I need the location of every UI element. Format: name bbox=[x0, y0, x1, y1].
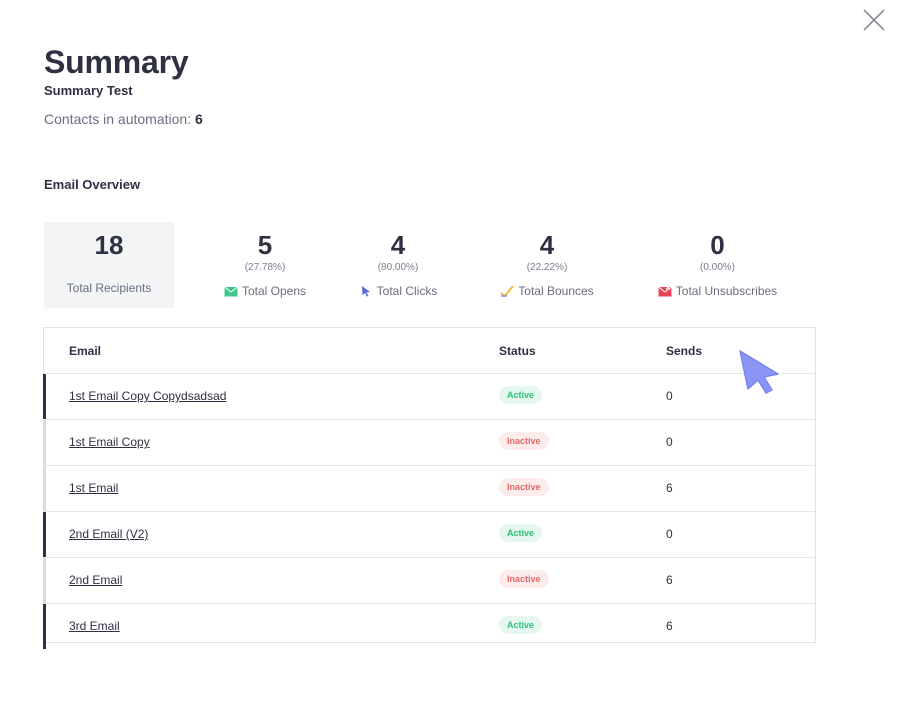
status-badge: Active bbox=[499, 616, 543, 634]
stat-label: Total Unsubscribes bbox=[675, 284, 778, 298]
stat-value: 4 bbox=[390, 230, 406, 260]
sends-count: 0 bbox=[666, 435, 673, 449]
close-icon bbox=[863, 9, 885, 31]
status-badge: Inactive bbox=[499, 478, 549, 496]
close-button[interactable] bbox=[858, 4, 890, 36]
table-row: 2nd Email (V2) Active 0 bbox=[43, 512, 815, 558]
row-status-accent bbox=[43, 604, 46, 649]
unsubscribe-icon bbox=[657, 285, 672, 297]
sends-count: 0 bbox=[666, 527, 673, 541]
row-status-accent bbox=[43, 420, 46, 465]
sends-count: 0 bbox=[666, 389, 673, 403]
sends-count: 6 bbox=[666, 619, 673, 633]
stat-label: Total Opens bbox=[241, 284, 307, 298]
email-name-link[interactable]: 1st Email bbox=[69, 481, 119, 495]
stat-label-row: Total Opens bbox=[190, 284, 340, 298]
email-name-link[interactable]: 2nd Email (V2) bbox=[69, 527, 149, 541]
table-row: 1st Email Copy Copydsadsad Active 0 bbox=[43, 374, 815, 420]
sends-count: 6 bbox=[666, 573, 673, 587]
email-name-link[interactable]: 1st Email Copy Copydsadsad bbox=[69, 389, 227, 403]
column-header-email: Email bbox=[69, 344, 102, 358]
email-name-link[interactable]: 3rd Email bbox=[69, 619, 120, 633]
stat-total-bounces: 4 (22.22%) Total Bounces bbox=[472, 222, 622, 308]
stat-label: Total Bounces bbox=[518, 284, 594, 298]
status-badge: Inactive bbox=[499, 432, 549, 450]
automation-name: Summary Test bbox=[44, 83, 133, 98]
row-status-accent bbox=[43, 466, 46, 511]
stat-label-row: Total Unsubscribes bbox=[640, 284, 795, 298]
contacts-count: 6 bbox=[194, 111, 203, 127]
stat-label-row: Total Bounces bbox=[472, 284, 622, 298]
row-status-accent bbox=[43, 558, 46, 603]
table-row: 1st Email Inactive 6 bbox=[43, 466, 815, 512]
bounce-icon bbox=[500, 285, 515, 297]
stat-total-clicks: 4 (80.00%) Total Clicks bbox=[323, 222, 473, 308]
stat-value: 18 bbox=[94, 230, 124, 260]
stat-percent: (22.22%) bbox=[526, 262, 568, 273]
table-row: 1st Email Copy Inactive 0 bbox=[43, 420, 815, 466]
email-overview-title: Email Overview bbox=[44, 177, 141, 192]
stat-percent: (27.78%) bbox=[244, 262, 286, 273]
stat-total-opens: 5 (27.78%) Total Opens bbox=[190, 222, 340, 308]
emails-table: Email Status Sends 1st Email Copy Copyds… bbox=[43, 327, 816, 649]
column-header-sends: Sends bbox=[666, 344, 703, 358]
email-name-link[interactable]: 1st Email Copy bbox=[69, 435, 150, 449]
mouse-cursor-icon bbox=[739, 350, 779, 394]
table-row: 2nd Email Inactive 6 bbox=[43, 558, 815, 604]
sends-count: 6 bbox=[666, 481, 673, 495]
stat-total-recipients: 18 Total Recipients bbox=[44, 222, 174, 308]
status-badge: Inactive bbox=[499, 570, 549, 588]
stat-percent: (0.00%) bbox=[699, 262, 735, 273]
contacts-label: Contacts in automation: bbox=[44, 111, 192, 127]
contacts-in-automation: Contacts in automation: 6 bbox=[44, 111, 203, 127]
stat-total-unsubscribes: 0 (0.00%) Total Unsubscribes bbox=[640, 222, 795, 308]
stat-label: Total Clicks bbox=[376, 284, 438, 298]
stat-value: 0 bbox=[710, 230, 725, 260]
pointer-icon bbox=[361, 286, 370, 297]
row-status-accent bbox=[43, 374, 46, 419]
stat-percent: (80.00%) bbox=[377, 262, 419, 273]
envelope-open-icon bbox=[224, 286, 238, 297]
column-header-status: Status bbox=[499, 344, 536, 358]
status-badge: Active bbox=[499, 524, 543, 542]
stat-label-row: Total Clicks bbox=[323, 284, 473, 298]
stat-label: Total Recipients bbox=[66, 281, 152, 295]
page-title: Summary bbox=[44, 44, 189, 80]
email-name-link[interactable]: 2nd Email bbox=[69, 573, 123, 587]
status-badge: Active bbox=[499, 386, 543, 404]
stat-value: 5 bbox=[257, 230, 273, 260]
stat-value: 4 bbox=[539, 230, 555, 260]
table-row: 3rd Email Active 6 bbox=[43, 604, 815, 649]
table-header: Email Status Sends bbox=[44, 328, 815, 374]
row-status-accent bbox=[43, 512, 46, 557]
